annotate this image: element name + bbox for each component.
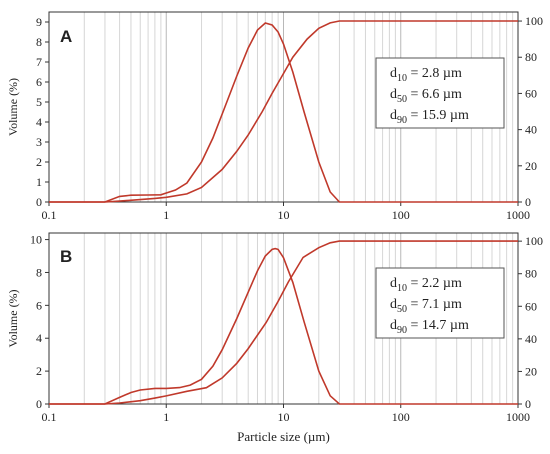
y-left-tick-label: 0 bbox=[36, 397, 42, 411]
y-right-tick-label: 0 bbox=[525, 195, 531, 209]
y-left-tick-label: 2 bbox=[36, 364, 42, 378]
annotation-subscript: 10 bbox=[397, 283, 407, 294]
y-right-tick-label: 20 bbox=[525, 159, 537, 173]
annotation-subscript: 50 bbox=[397, 304, 407, 315]
annotation-value: = 6.6 µm bbox=[407, 87, 462, 102]
x-axis-label: Particle size (µm) bbox=[237, 429, 330, 444]
volume-density-curve bbox=[49, 22, 518, 203]
y-left-tick-label: 1 bbox=[36, 175, 42, 189]
cumulative-curve bbox=[49, 20, 518, 203]
annotation-value: = 14.7 µm bbox=[407, 318, 469, 333]
annotation-d90: d90 = 15.9 µm bbox=[390, 108, 469, 126]
y-right-tick-label: 40 bbox=[525, 123, 537, 137]
annotation-value: = 7.1 µm bbox=[407, 297, 462, 312]
y-right-tick-label: 80 bbox=[525, 50, 537, 64]
annotation-d50: d50 = 7.1 µm bbox=[390, 297, 462, 315]
x-tick-label: 1 bbox=[163, 208, 169, 222]
y-right-tick-label: 60 bbox=[525, 86, 537, 100]
panel-a: 0.1 1 10 100 10000123456789020406080100Volum… bbox=[6, 11, 543, 222]
y-right-tick-label: 20 bbox=[525, 364, 537, 378]
annotation-value: = 2.8 µm bbox=[407, 66, 462, 81]
y-left-tick-label: 7 bbox=[36, 55, 42, 69]
annotation-subscript: 50 bbox=[397, 94, 407, 105]
y-axis-label: Volume (%) bbox=[6, 78, 20, 136]
y-right-tick-label: 60 bbox=[525, 299, 537, 313]
y-left-tick-label: 8 bbox=[36, 35, 42, 49]
y-right-tick-label: 100 bbox=[525, 14, 543, 28]
x-tick-label: 10 bbox=[278, 208, 290, 222]
x-tick-label: 1000 bbox=[506, 208, 530, 222]
y-left-tick-label: 8 bbox=[36, 265, 42, 279]
annotation-subscript: 90 bbox=[397, 325, 407, 336]
annotation-subscript: 10 bbox=[397, 73, 407, 84]
annotation-d10: d10 = 2.8 µm bbox=[390, 66, 462, 84]
x-tick-label: 1000 bbox=[506, 410, 530, 424]
annotation-d90: d90 = 14.7 µm bbox=[390, 318, 469, 336]
x-tick-label: 100 bbox=[392, 410, 410, 424]
x-tick-label: 0.1 bbox=[42, 410, 57, 424]
annotation-symbol: d bbox=[390, 276, 397, 291]
x-tick-label: 100 bbox=[392, 208, 410, 222]
panel-label: B bbox=[60, 247, 72, 266]
y-left-tick-label: 4 bbox=[36, 115, 42, 129]
y-right-tick-label: 80 bbox=[525, 267, 537, 281]
y-left-tick-label: 4 bbox=[36, 331, 42, 345]
x-tick-label: 10 bbox=[278, 410, 290, 424]
y-left-tick-label: 3 bbox=[36, 135, 42, 149]
y-left-tick-label: 6 bbox=[36, 298, 42, 312]
volume-density-curve bbox=[49, 247, 518, 405]
annotation-d50: d50 = 6.6 µm bbox=[390, 87, 462, 105]
y-right-tick-label: 100 bbox=[525, 234, 543, 248]
annotation-box bbox=[375, 57, 505, 129]
y-left-tick-label: 2 bbox=[36, 155, 42, 169]
y-right-tick-label: 0 bbox=[525, 397, 531, 411]
annotation-d10: d10 = 2.2 µm bbox=[390, 276, 462, 294]
y-left-tick-label: 9 bbox=[36, 15, 42, 29]
y-left-tick-label: 6 bbox=[36, 75, 42, 89]
y-left-tick-label: 0 bbox=[36, 195, 42, 209]
y-left-tick-label: 5 bbox=[36, 95, 42, 109]
annotation-symbol: d bbox=[390, 318, 397, 333]
y-axis-label: Volume (%) bbox=[6, 289, 20, 347]
x-tick-label: 1 bbox=[163, 410, 169, 424]
y-right-tick-label: 40 bbox=[525, 332, 537, 346]
annotation-value: = 2.2 µm bbox=[407, 276, 462, 291]
annotation-box bbox=[375, 267, 505, 339]
x-tick-label: 0.1 bbox=[42, 208, 57, 222]
annotation-symbol: d bbox=[390, 297, 397, 312]
annotation-value: = 15.9 µm bbox=[407, 108, 469, 123]
annotation-subscript: 90 bbox=[397, 115, 407, 126]
annotation-symbol: d bbox=[390, 108, 397, 123]
y-left-tick-label: 10 bbox=[30, 233, 42, 247]
annotation-symbol: d bbox=[390, 87, 397, 102]
annotation-symbol: d bbox=[390, 66, 397, 81]
panel-label: A bbox=[60, 27, 72, 46]
cumulative-curve bbox=[49, 240, 518, 405]
